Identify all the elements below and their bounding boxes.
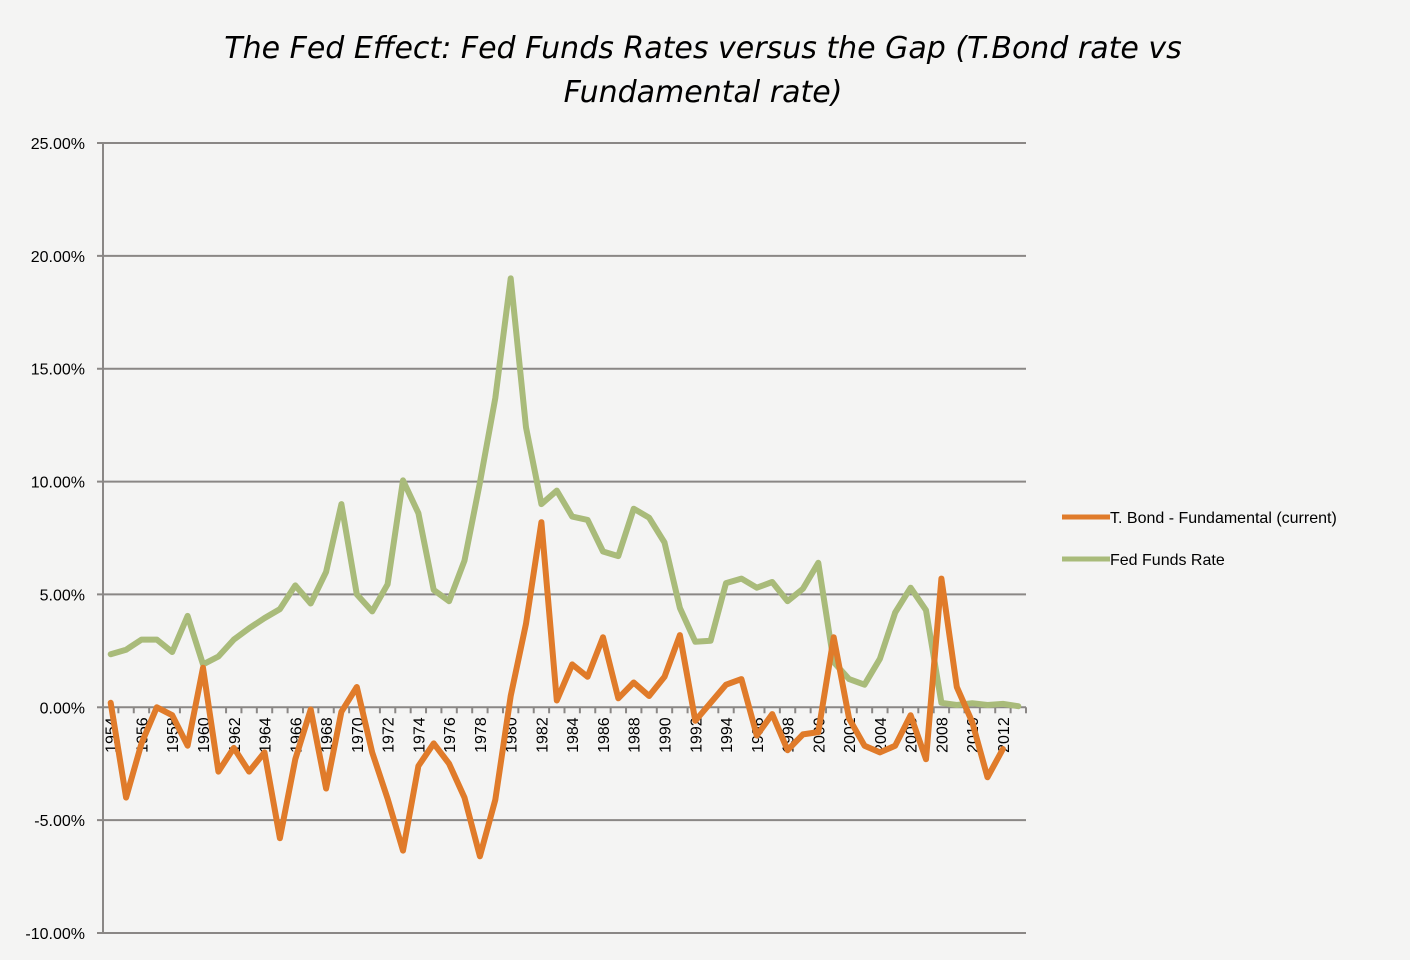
- x-tick-label: 1976: [442, 717, 459, 753]
- x-tick-label: 2008: [934, 717, 951, 753]
- x-tick-label: 1978: [473, 717, 490, 753]
- x-tick-label: 1974: [411, 717, 428, 753]
- chart-title: The Fed Effect: Fed Funds Rates versus t…: [224, 31, 1182, 110]
- y-axis-ticks: 25.00% 20.00% 15.00% 10.00% 5.00% 0.00% -5.00%…: [25, 136, 85, 943]
- series-line-1: [107, 275, 1022, 710]
- x-tick-label: 1984: [565, 717, 582, 753]
- x-tick-label: 1972: [381, 717, 398, 753]
- x-tick-label: 1992: [688, 717, 705, 753]
- y-tick-label: 10.00%: [31, 475, 85, 492]
- y-tick-label: 5.00%: [40, 587, 85, 604]
- chart-title-line-1: The Fed Effect: Fed Funds Rates versus t…: [224, 31, 1182, 66]
- x-tick-label: 1990: [657, 717, 674, 753]
- x-tick-label: 2012: [996, 717, 1013, 753]
- y-tick-label: 0.00%: [40, 700, 85, 717]
- x-tick-label: 1994: [719, 717, 736, 753]
- x-tick-label: 1986: [596, 717, 613, 753]
- x-tick-label: 1964: [258, 717, 275, 753]
- legend-label-tbond: T. Bond - Fundamental (current): [1110, 510, 1337, 527]
- series-line-0: [107, 519, 1006, 860]
- x-tick-label: 1982: [534, 717, 551, 753]
- legend-label-fed-funds: Fed Funds Rate: [1110, 552, 1225, 569]
- x-tick-label: 1988: [627, 717, 644, 753]
- y-tick-label: 25.00%: [31, 136, 85, 153]
- x-tick-label: 2000: [811, 717, 828, 753]
- y-tick-label: -5.00%: [34, 813, 85, 830]
- chart-title-line-2: Fundamental rate): [564, 75, 843, 110]
- y-tick-label: 15.00%: [31, 362, 85, 379]
- x-tick-label: 1968: [319, 717, 336, 753]
- y-tick-label: 20.00%: [31, 249, 85, 266]
- x-tick-label: 1970: [350, 717, 367, 753]
- gridlines: [97, 142, 1026, 934]
- x-tick-label: 1962: [227, 717, 244, 753]
- series-lines: [107, 275, 1022, 860]
- y-tick-label: -10.00%: [25, 926, 85, 943]
- legend: T. Bond - Fundamental (current) Fed Fund…: [1062, 510, 1337, 569]
- x-tick-label: 2004: [873, 717, 890, 753]
